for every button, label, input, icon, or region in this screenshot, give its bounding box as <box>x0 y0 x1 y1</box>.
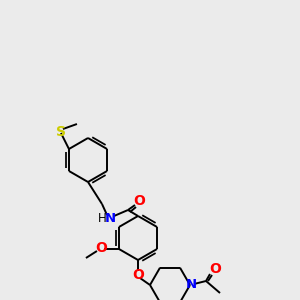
Text: O: O <box>209 262 221 276</box>
Text: S: S <box>56 125 66 139</box>
Text: O: O <box>133 194 145 208</box>
Text: O: O <box>95 241 107 255</box>
Text: H: H <box>98 212 106 226</box>
Text: N: N <box>104 212 116 224</box>
Text: N: N <box>185 278 197 292</box>
Text: O: O <box>132 268 144 282</box>
